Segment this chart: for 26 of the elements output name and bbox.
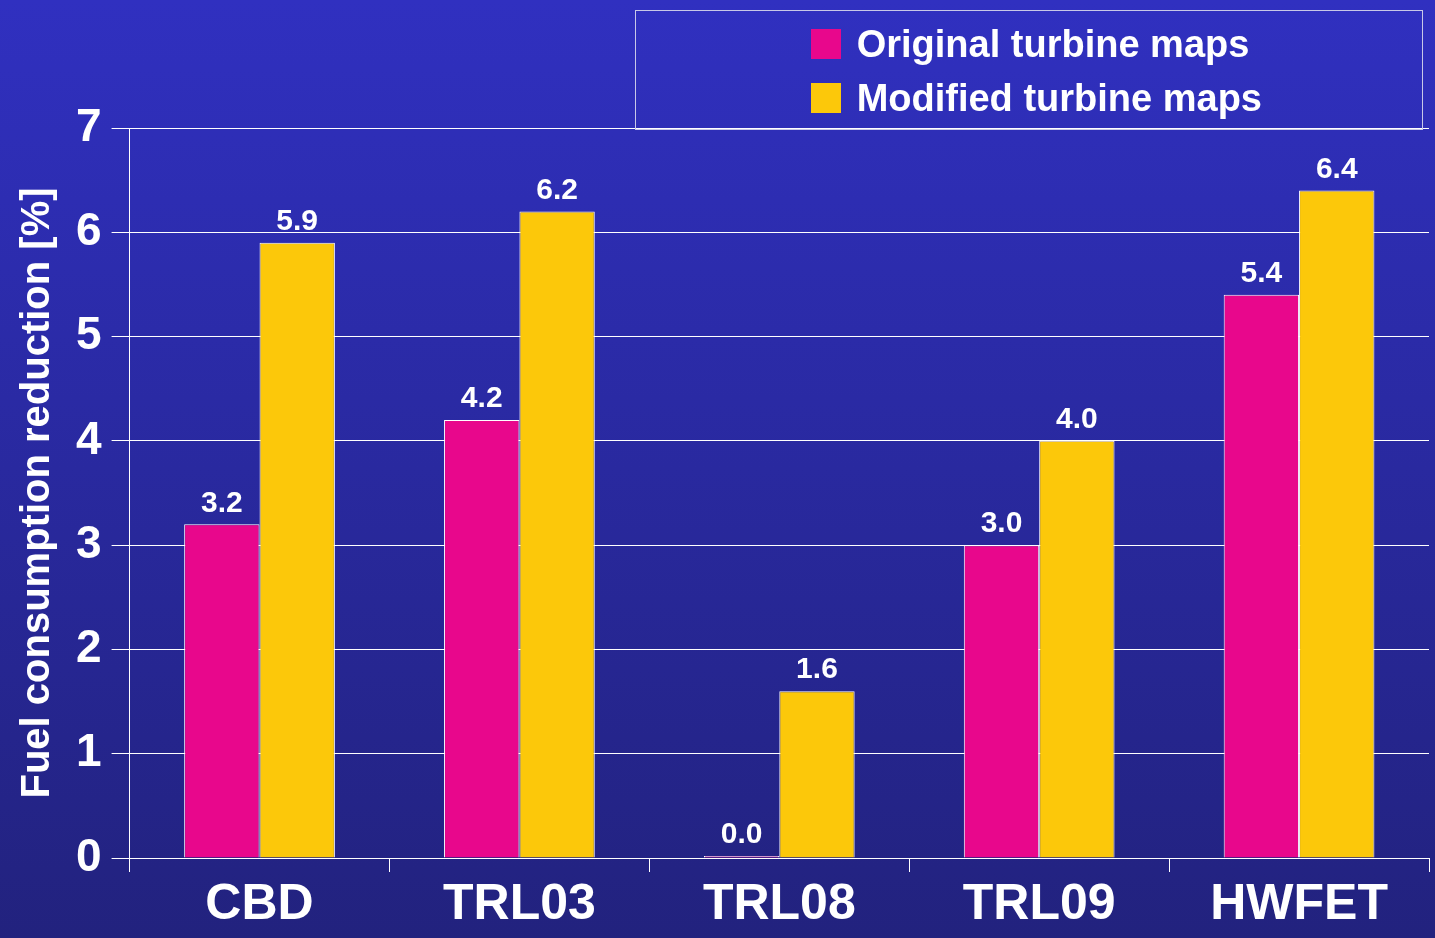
- legend-label: Modified turbine maps: [856, 76, 1262, 121]
- data-label: 0.0: [720, 816, 763, 850]
- x-tick-label: HWFET: [1210, 873, 1388, 930]
- legend-label: Original turbine maps: [856, 22, 1250, 67]
- data-label: 5.9: [276, 202, 319, 236]
- y-axis-title: Fuel consumption reduction [%]: [13, 187, 58, 799]
- y-tick-label: 3: [75, 515, 102, 568]
- y-tick-label: 1: [75, 724, 102, 777]
- x-tick-label: TRL08: [702, 873, 856, 930]
- data-label: 3.0: [980, 505, 1023, 539]
- x-tick-label: TRL09: [962, 873, 1116, 930]
- data-label: 3.2: [200, 484, 243, 518]
- x-tick-label: TRL03: [443, 873, 596, 930]
- x-tick-label: CBD: [205, 873, 314, 930]
- data-label: 6.2: [536, 171, 578, 205]
- data-label: 4.0: [1056, 401, 1098, 435]
- y-tick-label: 6: [75, 202, 102, 255]
- data-label: 5.4: [1240, 255, 1283, 289]
- y-tick-label: 7: [75, 98, 102, 151]
- y-tick-label: 4: [75, 411, 102, 464]
- y-tick-label: 2: [75, 620, 102, 673]
- y-tick-label: 5: [75, 307, 102, 360]
- data-label: 1.6: [796, 651, 838, 685]
- data-label: 4.2: [460, 380, 503, 414]
- data-label: 6.4: [1315, 150, 1358, 184]
- y-tick-label: 0: [75, 828, 102, 881]
